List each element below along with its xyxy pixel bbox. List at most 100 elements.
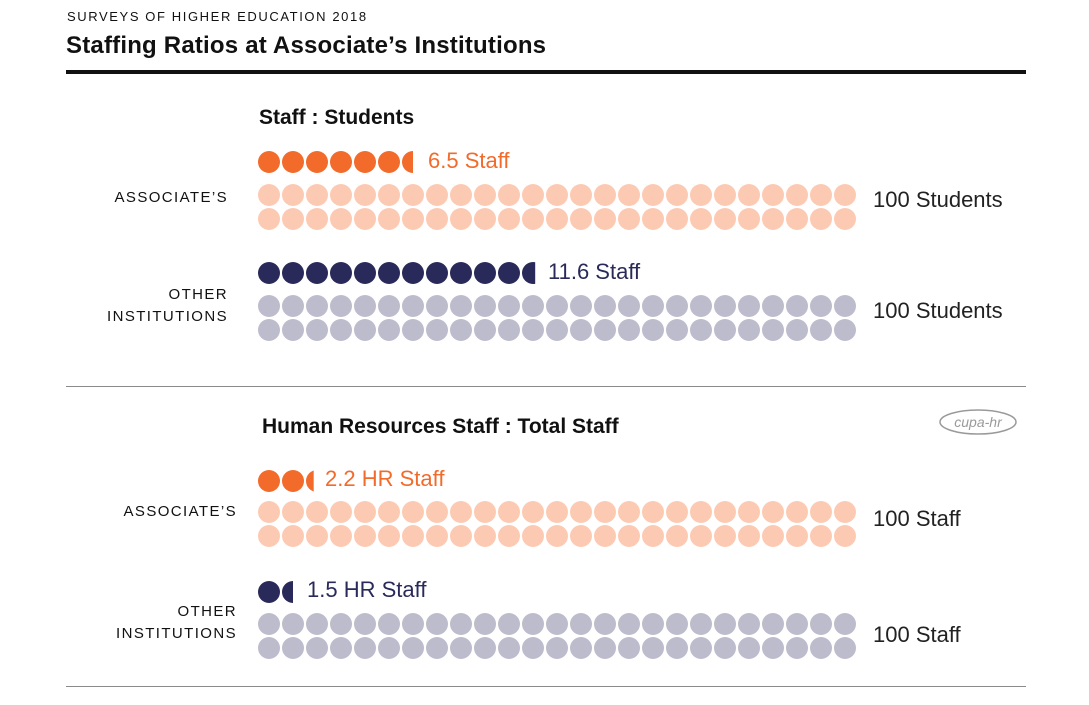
total-icon [402, 501, 424, 523]
section-title-hr-total: Human Resources Staff : Total Staff [262, 415, 619, 438]
total-icon [714, 613, 736, 635]
total-icon [762, 501, 784, 523]
total-icon [690, 613, 712, 635]
count-icon [426, 262, 448, 284]
total-icon [426, 613, 448, 635]
count-icon [330, 151, 352, 173]
count-icon [378, 262, 400, 284]
total-icon [378, 184, 400, 206]
count-icon [258, 470, 280, 492]
total-icon [474, 184, 496, 206]
total-icon [642, 319, 664, 341]
total-icon [474, 525, 496, 547]
total-icon [498, 501, 520, 523]
total-icon [330, 637, 352, 659]
total-icon [690, 319, 712, 341]
cupa-hr-logo: cupa-hr [939, 409, 1017, 435]
total-icon [450, 184, 472, 206]
total-icon [666, 319, 688, 341]
total-icon [354, 319, 376, 341]
total-icon [258, 501, 280, 523]
group-label-other-institutions: OTHER INSTITUTIONS [107, 284, 228, 328]
total-icon [546, 184, 568, 206]
total-icon [786, 501, 808, 523]
count-icon-partial [522, 262, 536, 284]
total-icon [834, 525, 856, 547]
total-icon [594, 184, 616, 206]
count-icon [402, 262, 424, 284]
total-icon [810, 208, 832, 230]
total-icon [498, 184, 520, 206]
total-icon [618, 525, 640, 547]
total-icon [378, 501, 400, 523]
total-icon [594, 208, 616, 230]
count-icon [354, 262, 376, 284]
total-icon [378, 613, 400, 635]
total-icon [330, 525, 352, 547]
total-icon [450, 208, 472, 230]
bottom-divider [66, 686, 1026, 687]
total-icon [354, 525, 376, 547]
total-icon [330, 295, 352, 317]
total-icon [258, 525, 280, 547]
total-icon [498, 613, 520, 635]
total-icon [570, 637, 592, 659]
total-icon [426, 208, 448, 230]
total-icon [450, 613, 472, 635]
count-icon [474, 262, 496, 284]
total-icon [666, 637, 688, 659]
logo-ellipse [939, 409, 1017, 435]
total-icon [738, 525, 760, 547]
total-icon [738, 295, 760, 317]
total-icon [378, 208, 400, 230]
total-icon [282, 295, 304, 317]
group-label-line: OTHER [168, 286, 228, 303]
logo-text: cupa-hr [954, 414, 1003, 430]
group-label-associates-hr: ASSOCIATE’S [123, 503, 237, 520]
total-icon [426, 501, 448, 523]
total-icon [570, 184, 592, 206]
total-icon [258, 184, 280, 206]
total-icon [642, 637, 664, 659]
total-icon [522, 319, 544, 341]
total-icon [426, 637, 448, 659]
total-icon [810, 319, 832, 341]
total-icon [306, 525, 328, 547]
section-divider [66, 386, 1026, 387]
count-icon-partial [306, 470, 314, 492]
count-icon-partial [402, 151, 413, 173]
total-icon [618, 501, 640, 523]
total-icon [690, 637, 712, 659]
total-icon [810, 295, 832, 317]
total-icon [402, 184, 424, 206]
total-icon [714, 501, 736, 523]
total-icon [522, 184, 544, 206]
total-icon [450, 525, 472, 547]
total-label-associates-staff: 100 Staff [873, 506, 961, 531]
count-label-other-staff: 11.6 Staff [548, 259, 641, 284]
chart-title: Staffing Ratios at Associate’s Instituti… [66, 32, 547, 59]
group-label-line: OTHER [177, 603, 237, 620]
section-title-staff-students: Staff : Students [259, 106, 415, 129]
total-icon [570, 525, 592, 547]
total-icon [786, 613, 808, 635]
total-icon [306, 295, 328, 317]
total-icon [474, 295, 496, 317]
total-icon [810, 613, 832, 635]
count-icon [306, 262, 328, 284]
total-icon [522, 295, 544, 317]
total-icon [786, 319, 808, 341]
title-rule [66, 70, 1026, 74]
total-icon [306, 613, 328, 635]
total-icon [306, 208, 328, 230]
total-icon [282, 501, 304, 523]
total-icon [450, 319, 472, 341]
total-icon [762, 637, 784, 659]
total-icon [594, 295, 616, 317]
total-icon [666, 501, 688, 523]
total-icon [330, 613, 352, 635]
total-icon [594, 637, 616, 659]
total-icon [618, 319, 640, 341]
total-icon [570, 295, 592, 317]
total-icon [738, 208, 760, 230]
